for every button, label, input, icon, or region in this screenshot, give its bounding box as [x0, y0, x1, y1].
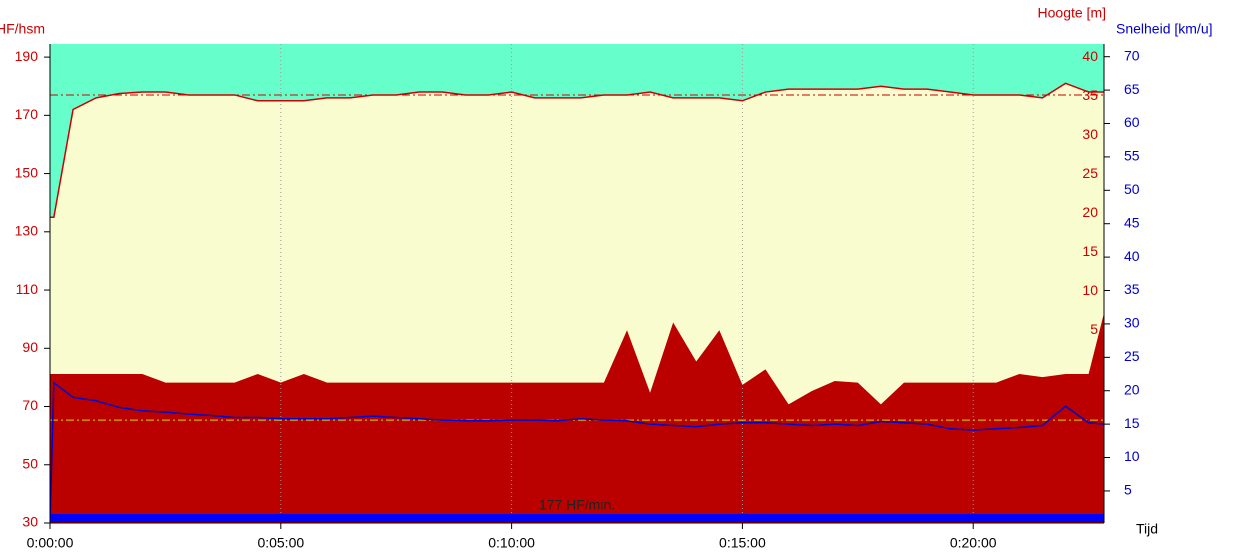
y-axis-title: HF/hsm	[0, 21, 45, 37]
y3-tick-label: 20	[1124, 381, 1140, 397]
axes: 30 50 70 90 110 130 150 170 190 0 5 10 15 20 25 30 35 40 5…	[15, 44, 1140, 551]
y3-tick-label: 30	[1124, 315, 1140, 331]
average-bar	[50, 514, 1104, 522]
y3-tick-label: 25	[1124, 348, 1140, 364]
y2-axis-title: Hoogte [m]	[1038, 5, 1106, 21]
y-tick-label: 70	[22, 397, 38, 413]
elevation-area	[50, 313, 1104, 523]
y3-tick-label: 35	[1124, 281, 1140, 297]
average-label: 177 HF/min.	[539, 497, 615, 513]
y3-tick-label: 5	[1124, 482, 1132, 498]
y-tick-label: 190	[15, 48, 39, 64]
y-tick-label: 30	[22, 514, 38, 530]
x-tick-label: 0:05:00	[257, 535, 304, 551]
plot-area: 177 HF/min.	[50, 44, 1104, 523]
y3-tick-label: 40	[1124, 248, 1140, 264]
y2-tick-label: 20	[1082, 204, 1098, 220]
y-tick-label: 50	[22, 455, 38, 471]
y-tick-label: 170	[15, 106, 39, 122]
y-tick-label: 90	[22, 339, 38, 355]
y3-tick-label: 65	[1124, 81, 1140, 97]
y2-tick-label: 25	[1082, 165, 1098, 181]
y2-tick-label: 15	[1082, 243, 1098, 259]
y2-tick-label: 5	[1090, 321, 1098, 337]
x-tick-label: 0:20:00	[950, 535, 997, 551]
y3-tick-label: 55	[1124, 148, 1140, 164]
y2-tick-label: 30	[1082, 126, 1098, 142]
y3-tick-label: 70	[1124, 47, 1140, 63]
y3-tick-label: 15	[1124, 415, 1140, 431]
y-tick-label: 150	[15, 164, 39, 180]
y3-tick-label: 45	[1124, 214, 1140, 230]
y3-tick-label: 50	[1124, 181, 1140, 197]
y2-tick-label: 40	[1082, 48, 1098, 64]
y3-tick-label: 60	[1124, 114, 1140, 130]
x-tick-label: 0:15:00	[719, 535, 766, 551]
y2-tick-label: 35	[1082, 87, 1098, 103]
y-tick-label: 130	[15, 223, 39, 239]
x-tick-label: 0:00:00	[27, 535, 74, 551]
y3-tick-label: 10	[1124, 448, 1140, 464]
y2-tick-label: 0	[1090, 360, 1098, 376]
hr-line	[50, 82, 1104, 219]
speed-line	[50, 381, 1104, 523]
y-tick-label: 110	[16, 281, 39, 297]
y3-axis-title: Snelheid [km/u]	[1116, 21, 1213, 37]
y2-tick-label: 10	[1082, 282, 1098, 298]
x-tick-label: 0:10:00	[488, 535, 535, 551]
x-axis-title: Tijd	[1136, 521, 1158, 537]
